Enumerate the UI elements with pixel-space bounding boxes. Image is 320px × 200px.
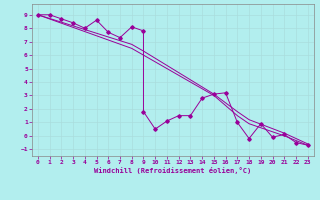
X-axis label: Windchill (Refroidissement éolien,°C): Windchill (Refroidissement éolien,°C) (94, 167, 252, 174)
